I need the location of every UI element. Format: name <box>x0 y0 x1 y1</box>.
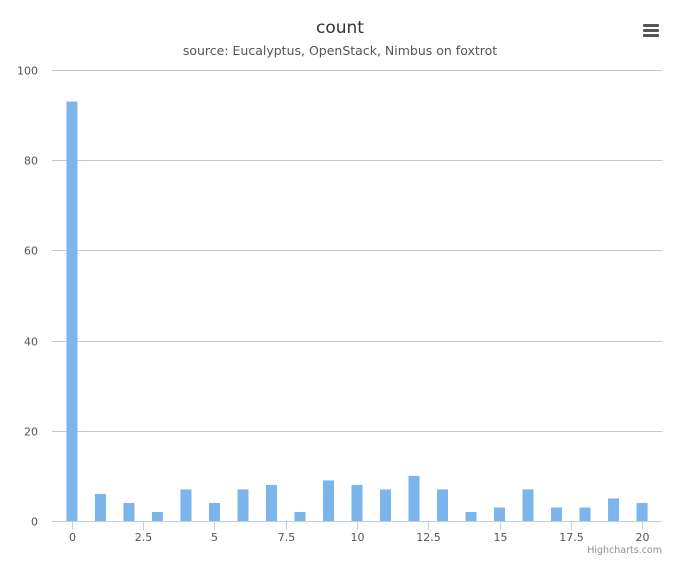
x-tick-label: 5 <box>211 531 218 544</box>
y-tick-label: 0 <box>31 516 38 529</box>
bar[interactable] <box>294 511 306 521</box>
bar[interactable] <box>408 475 420 521</box>
bar[interactable] <box>123 502 135 521</box>
x-tick-label: 2.5 <box>135 531 153 544</box>
bar[interactable] <box>437 489 449 521</box>
bar[interactable] <box>380 489 391 521</box>
x-tick-label: 20 <box>636 531 650 544</box>
x-axis-ticks: 0 2.5 5 7.5 10 12.5 15 17.5 20 <box>69 521 650 544</box>
bar-series <box>66 101 648 521</box>
bar[interactable] <box>180 489 192 521</box>
bar[interactable] <box>636 502 648 521</box>
bar[interactable] <box>237 489 249 521</box>
bar[interactable] <box>208 502 220 521</box>
x-tick-label: 17.5 <box>559 531 584 544</box>
y-tick-label: 80 <box>24 155 38 168</box>
bar[interactable] <box>66 101 78 521</box>
bar[interactable] <box>608 498 620 521</box>
bar[interactable] <box>551 507 563 521</box>
bar[interactable] <box>94 493 106 521</box>
credits-link[interactable]: Highcharts.com <box>587 545 662 556</box>
bar[interactable] <box>151 511 163 521</box>
bar[interactable] <box>351 484 363 521</box>
x-tick-label: 15 <box>494 531 508 544</box>
bar[interactable] <box>579 507 591 521</box>
x-tick-label: 12.5 <box>416 531 441 544</box>
bar[interactable] <box>265 484 277 521</box>
x-tick-label: 0 <box>69 531 76 544</box>
chart-subtitle: source: Eucalyptus, OpenStack, Nimbus on… <box>183 43 497 58</box>
bar[interactable] <box>494 507 506 521</box>
x-tick-label: 10 <box>351 531 365 544</box>
chart-title: count <box>316 18 364 38</box>
bar[interactable] <box>522 489 534 521</box>
gridlines <box>52 70 662 432</box>
y-axis-ticks: 0 20 40 60 80 100 <box>17 65 38 529</box>
y-tick-label: 40 <box>24 336 38 349</box>
bar[interactable] <box>465 511 477 521</box>
y-tick-label: 20 <box>24 426 38 439</box>
context-menu-button[interactable] <box>638 17 664 43</box>
y-tick-label: 100 <box>17 65 38 78</box>
hamburger-menu-icon[interactable] <box>643 24 659 37</box>
bar[interactable] <box>323 480 334 521</box>
y-tick-label: 60 <box>24 245 38 258</box>
x-tick-label: 7.5 <box>278 531 296 544</box>
